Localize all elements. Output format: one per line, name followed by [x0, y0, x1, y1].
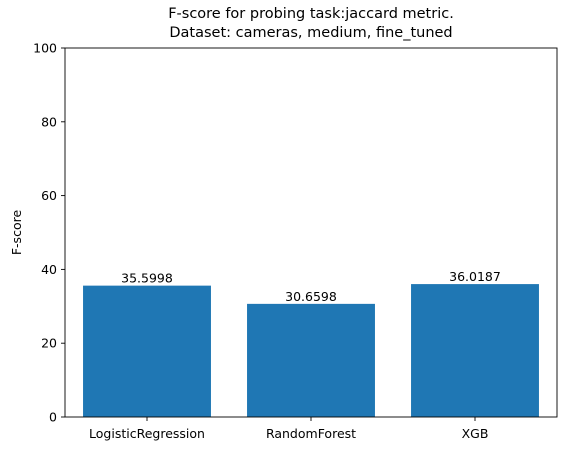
y-tick-label: 80 [41, 114, 57, 129]
bars-group [83, 284, 539, 417]
y-tick-label: 20 [41, 336, 57, 351]
bar-value-label: 36.0187 [449, 269, 501, 284]
y-axis-label: F-score [9, 210, 24, 256]
bar-value-label: 30.6598 [285, 289, 337, 304]
y-tick-label: 40 [41, 262, 57, 277]
chart-subtitle: Dataset: cameras, medium, fine_tuned [169, 25, 452, 41]
y-axis-ticks: 0 20 40 60 80 100 [33, 41, 65, 425]
x-tick-label: RandomForest [266, 426, 356, 441]
bar [411, 284, 539, 417]
x-tick-label: LogisticRegression [89, 426, 205, 441]
bar [83, 286, 211, 417]
y-tick-label: 100 [33, 41, 57, 56]
bar [247, 304, 375, 417]
y-tick-label: 0 [49, 410, 57, 425]
y-tick-label: 60 [41, 188, 57, 203]
x-tick-label: XGB [462, 426, 489, 441]
x-axis-ticks: LogisticRegression RandomForest XGB [89, 417, 488, 441]
chart-title: F-score for probing task:jaccard metric. [168, 6, 454, 22]
bar-value-label: 35.5998 [121, 271, 173, 286]
